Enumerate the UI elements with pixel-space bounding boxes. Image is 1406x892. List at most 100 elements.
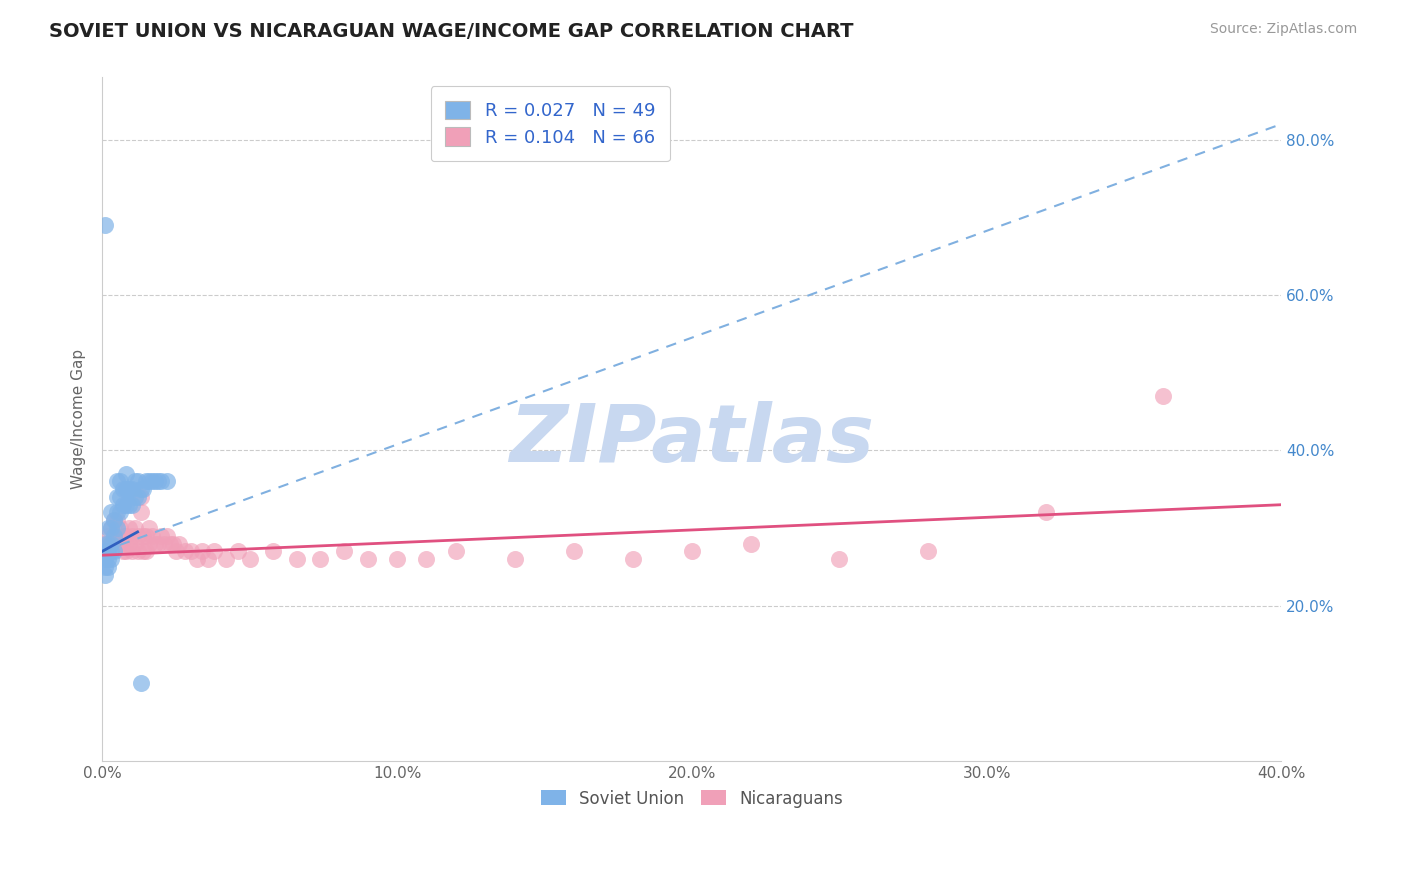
Point	[127, 475, 149, 489]
Point	[111, 482, 134, 496]
Point	[103, 529, 125, 543]
Point	[103, 529, 125, 543]
Point	[111, 498, 134, 512]
Point	[215, 552, 238, 566]
Point	[1153, 389, 1175, 403]
Point	[100, 536, 122, 550]
Point	[138, 475, 160, 489]
Point	[94, 552, 117, 566]
Point	[180, 544, 202, 558]
Point	[121, 544, 143, 558]
Point	[173, 544, 195, 558]
Point	[503, 552, 526, 566]
Point	[202, 544, 225, 558]
Point	[111, 544, 134, 558]
Point	[100, 506, 122, 520]
Point	[105, 529, 128, 543]
Point	[148, 475, 170, 489]
Point	[94, 567, 117, 582]
Point	[132, 529, 155, 543]
Point	[309, 552, 332, 566]
Point	[153, 536, 176, 550]
Point	[108, 490, 131, 504]
Point	[94, 536, 117, 550]
Point	[105, 521, 128, 535]
Legend: Soviet Union, Nicaraguans: Soviet Union, Nicaraguans	[534, 783, 849, 814]
Point	[143, 475, 166, 489]
Point	[108, 521, 131, 535]
Text: ZIPatlas: ZIPatlas	[509, 401, 875, 479]
Point	[94, 218, 117, 232]
Point	[156, 529, 179, 543]
Point	[94, 559, 117, 574]
Point	[150, 529, 173, 543]
Point	[1035, 506, 1057, 520]
Point	[285, 552, 308, 566]
Y-axis label: Wage/Income Gap: Wage/Income Gap	[72, 349, 86, 490]
Point	[97, 544, 120, 558]
Point	[97, 536, 120, 550]
Point	[150, 475, 173, 489]
Point	[917, 544, 939, 558]
Point	[94, 536, 117, 550]
Point	[124, 475, 146, 489]
Point	[121, 529, 143, 543]
Point	[118, 482, 141, 496]
Point	[108, 506, 131, 520]
Text: Source: ZipAtlas.com: Source: ZipAtlas.com	[1209, 22, 1357, 37]
Point	[127, 544, 149, 558]
Point	[141, 529, 163, 543]
Point	[97, 521, 120, 535]
Point	[162, 536, 184, 550]
Point	[197, 552, 219, 566]
Point	[114, 544, 136, 558]
Point	[167, 536, 190, 550]
Point	[97, 559, 120, 574]
Point	[356, 552, 378, 566]
Point	[97, 552, 120, 566]
Point	[118, 498, 141, 512]
Point	[118, 536, 141, 550]
Point	[132, 482, 155, 496]
Point	[100, 521, 122, 535]
Point	[262, 544, 284, 558]
Point	[333, 544, 356, 558]
Point	[100, 536, 122, 550]
Point	[114, 529, 136, 543]
Point	[444, 544, 467, 558]
Point	[100, 544, 122, 558]
Point	[138, 521, 160, 535]
Point	[156, 475, 179, 489]
Point	[105, 490, 128, 504]
Point	[94, 544, 117, 558]
Point	[681, 544, 703, 558]
Point	[108, 475, 131, 489]
Point	[129, 482, 152, 496]
Point	[124, 490, 146, 504]
Point	[740, 536, 762, 550]
Point	[103, 513, 125, 527]
Point	[186, 552, 208, 566]
Point	[114, 467, 136, 481]
Point	[100, 552, 122, 566]
Point	[562, 544, 585, 558]
Point	[159, 536, 181, 550]
Point	[385, 552, 408, 566]
Point	[105, 513, 128, 527]
Point	[191, 544, 214, 558]
Point	[129, 490, 152, 504]
Point	[103, 513, 125, 527]
Point	[135, 529, 157, 543]
Point	[105, 475, 128, 489]
Point	[100, 521, 122, 535]
Point	[129, 676, 152, 690]
Point	[226, 544, 249, 558]
Text: SOVIET UNION VS NICARAGUAN WAGE/INCOME GAP CORRELATION CHART: SOVIET UNION VS NICARAGUAN WAGE/INCOME G…	[49, 22, 853, 41]
Point	[621, 552, 644, 566]
Point	[118, 521, 141, 535]
Point	[114, 498, 136, 512]
Point	[105, 506, 128, 520]
Point	[132, 544, 155, 558]
Point	[114, 482, 136, 496]
Point	[138, 536, 160, 550]
